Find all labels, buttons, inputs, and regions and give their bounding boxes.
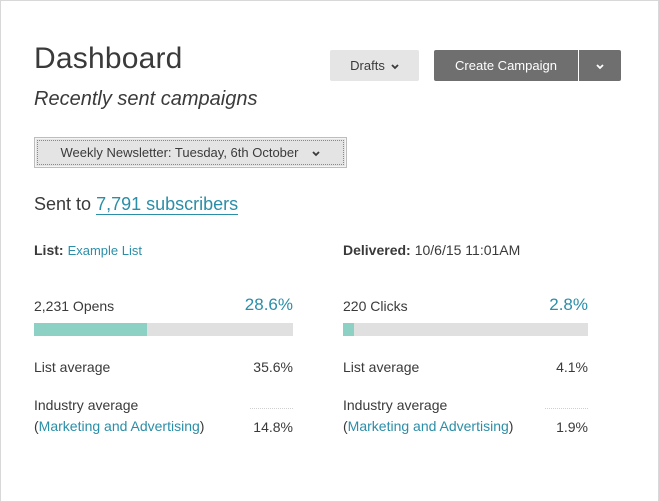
opens-industry-average-value: 14.8% bbox=[253, 419, 293, 435]
list-link[interactable]: Example List bbox=[67, 243, 142, 258]
clicks-industry-dotted-leader bbox=[545, 408, 588, 409]
list-label: List: bbox=[34, 242, 64, 258]
create-campaign-dropdown-button[interactable] bbox=[579, 50, 621, 81]
clicks-industry-category-link[interactable]: Marketing and Advertising bbox=[347, 418, 509, 434]
opens-progress-fill bbox=[34, 323, 148, 336]
list-info: List: Example List bbox=[34, 242, 142, 258]
opens-industry-average-label: Industry average (Marketing and Advertisi… bbox=[34, 397, 205, 434]
clicks-industry-average-value: 1.9% bbox=[556, 419, 588, 435]
chevron-down-icon bbox=[391, 58, 399, 73]
clicks-list-average-label: List average bbox=[343, 359, 420, 375]
page-subtitle: Recently sent campaigns bbox=[34, 88, 258, 110]
delivered-info: Delivered: 10/6/15 11:01AM bbox=[343, 242, 520, 258]
create-campaign-button[interactable]: Create Campaign bbox=[434, 50, 578, 81]
page-title: Dashboard bbox=[34, 42, 183, 75]
opens-industry-category-link[interactable]: Marketing and Advertising bbox=[38, 418, 200, 434]
opens-list-average-value: 35.6% bbox=[253, 359, 293, 375]
drafts-button[interactable]: Drafts bbox=[330, 50, 419, 81]
create-campaign-button-label: Create Campaign bbox=[455, 58, 557, 73]
chevron-down-icon bbox=[312, 145, 321, 160]
sent-to-prefix: Sent to bbox=[34, 194, 92, 214]
clicks-progress-bar bbox=[343, 323, 588, 336]
clicks-industry-average-text: Industry average bbox=[343, 397, 448, 413]
delivered-value: 10/6/15 11:01AM bbox=[414, 242, 521, 258]
clicks-list-average-value: 4.1% bbox=[556, 359, 588, 375]
campaign-select[interactable]: Weekly Newsletter: Tuesday, 6th October bbox=[34, 137, 347, 168]
subscribers-link[interactable]: 7,791 subscribers bbox=[96, 194, 239, 215]
clicks-progress-fill bbox=[343, 323, 354, 336]
clicks-count: 220 Clicks bbox=[343, 298, 408, 314]
opens-list-average-label: List average bbox=[34, 359, 111, 375]
campaign-select-value: Weekly Newsletter: Tuesday, 6th October bbox=[60, 145, 299, 160]
opens-industry-average-text: Industry average bbox=[34, 397, 139, 413]
opens-progress-bar bbox=[34, 323, 293, 336]
opens-industry-dotted-leader bbox=[250, 408, 293, 409]
clicks-rate: 2.8% bbox=[549, 295, 588, 314]
chevron-down-icon bbox=[596, 57, 604, 75]
opens-count: 2,231 Opens bbox=[34, 298, 115, 314]
delivered-label: Delivered: bbox=[343, 242, 411, 258]
sent-to-line: Sent to 7,791 subscribers bbox=[34, 194, 239, 215]
opens-rate: 28.6% bbox=[244, 295, 293, 314]
clicks-industry-average-label: Industry average (Marketing and Advertisi… bbox=[343, 397, 514, 434]
drafts-button-label: Drafts bbox=[350, 58, 385, 73]
